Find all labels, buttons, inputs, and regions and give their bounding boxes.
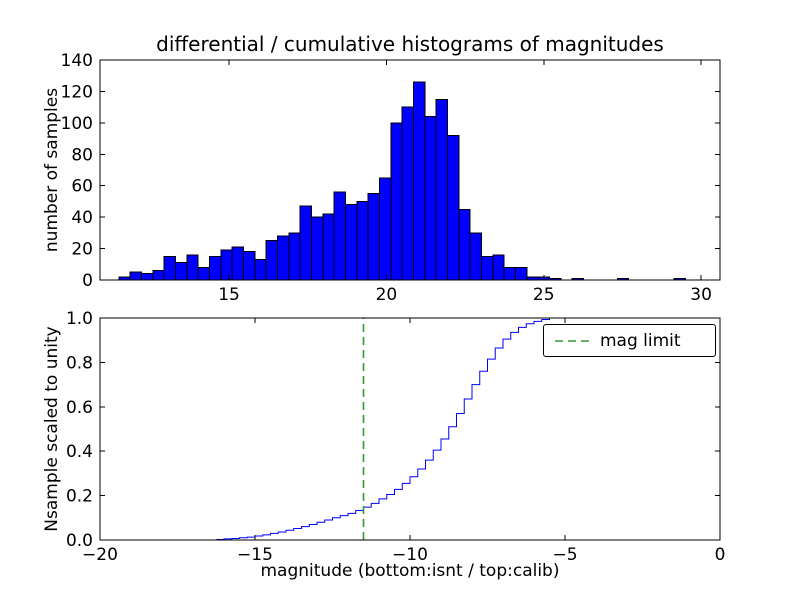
histogram-bar [322,213,335,281]
histogram-bar [503,266,516,281]
y-tick-label: 60 [71,177,93,197]
histogram-bar [344,204,358,281]
y-tick-label: 80 [71,145,93,165]
histogram-bar [458,208,471,281]
x-tick-label: 20 [376,285,398,305]
histogram-bar [469,232,482,281]
y-tick-label: 100 [61,114,93,134]
histogram-bar [412,81,426,281]
x-tick-label: 0 [715,545,726,565]
x-tick-label: −15 [237,545,273,565]
histogram-bar [254,259,267,281]
histogram-bar [129,271,143,281]
x-tick-label: −5 [552,545,577,565]
histogram-bar [480,255,494,281]
x-tick-label: 30 [690,285,712,305]
histogram-bar [310,216,324,281]
axes-frame [99,59,721,281]
y-tick-label: 20 [71,240,93,260]
histogram-bar [378,177,392,281]
histogram-bar [152,270,165,281]
x-tick-label: −10 [392,545,428,565]
histogram-bar [243,251,256,281]
y-tick-label: 1.0 [66,309,93,329]
histogram-bar [356,200,369,281]
histogram-bar [163,255,177,281]
cumulative-step-line [216,317,720,541]
histogram-bar [514,266,528,281]
x-tick-label: −20 [82,545,118,565]
histogram-bar [197,266,211,281]
legend-dash-sample [555,339,589,342]
x-tick-label: 25 [533,285,555,305]
chart-title: differential / cumulative histograms of … [156,32,664,56]
histogram-bar [288,232,301,281]
histogram-bar [175,262,188,281]
histogram-bar [401,106,414,281]
histogram-bar [299,205,312,281]
histogram-bar [220,249,233,281]
histogram-bar [367,193,380,281]
y-tick-label: 120 [61,82,93,102]
bottom-x-axis-label: magnitude (bottom:isnt / top:calib) [260,561,560,581]
x-tick-label: 15 [218,285,240,305]
legend: mag limit [543,324,716,357]
y-tick-label: 0.0 [66,531,93,551]
histogram-bar [435,98,448,281]
histogram-bar [186,254,199,281]
y-tick-label: 0.4 [66,442,93,462]
histogram-bar [424,116,437,281]
y-tick-label: 40 [71,208,93,228]
y-tick-label: 0.6 [66,398,93,418]
histogram-bar [277,235,290,281]
y-tick-label: 0.8 [66,353,93,373]
histogram-bar [333,191,346,281]
histogram-bar [390,122,403,281]
histogram-bar [141,273,154,281]
y-tick-label: 140 [61,51,93,71]
histogram-bar [231,246,245,281]
histogram-bar [492,254,505,281]
histogram-bar [446,134,460,281]
y-tick-label: 0.2 [66,487,93,507]
histogram-bar [209,255,222,281]
y-tick-label: 0 [82,271,93,291]
legend-label: mag limit [600,330,681,351]
histogram-bar [265,240,279,281]
